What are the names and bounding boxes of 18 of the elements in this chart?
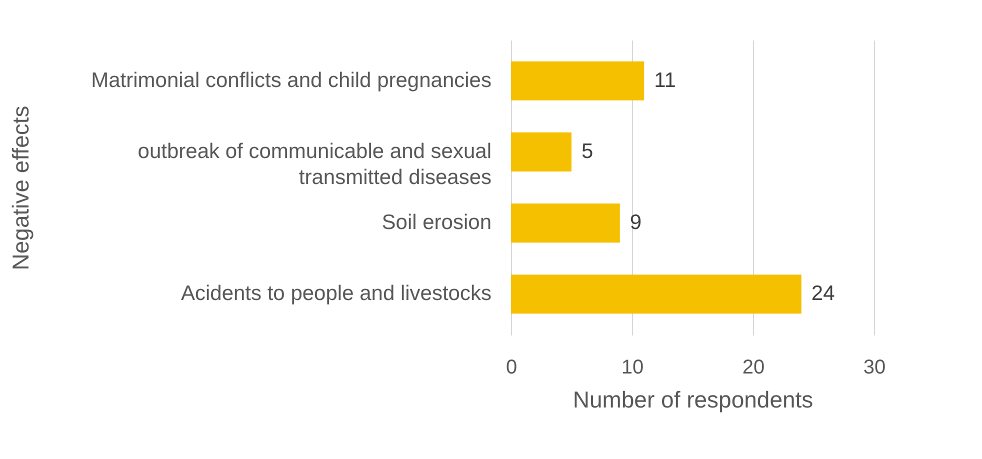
bar — [511, 132, 572, 172]
y-tick-label: Matrimonial conflicts and child pregnancies — [91, 68, 492, 92]
x-tick-label: 20 — [742, 356, 765, 378]
x-tick-label: 30 — [863, 356, 886, 378]
data-label: 11 — [654, 68, 676, 92]
y-axis-title: Negative effects — [8, 106, 34, 270]
data-label: 24 — [811, 282, 836, 306]
x-tick-label: 0 — [506, 356, 518, 378]
x-axis-title: Number of respondents — [572, 386, 814, 412]
data-label: 9 — [630, 211, 642, 234]
bar — [511, 203, 620, 243]
y-tick-label: outbreak of communicable and sexual transmitted diseases — [138, 140, 492, 189]
y-tick-label: Soil erosion — [382, 211, 492, 234]
bar — [511, 274, 802, 314]
x-tick-label: 10 — [621, 356, 644, 378]
data-label: 5 — [582, 140, 594, 163]
y-tick-label: Acidents to people and livestocks — [180, 282, 492, 306]
bar — [511, 61, 644, 100]
